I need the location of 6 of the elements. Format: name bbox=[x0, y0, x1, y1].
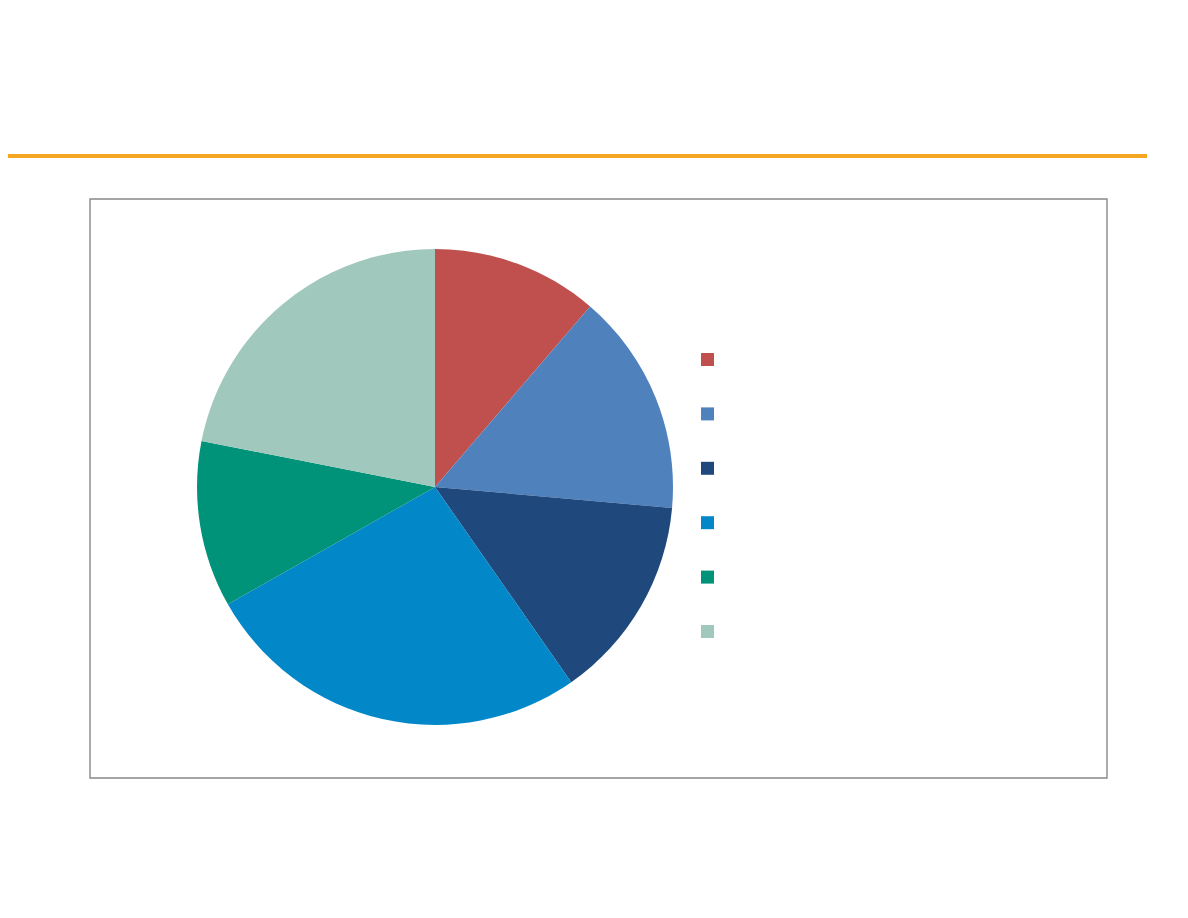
pie-slice bbox=[201, 249, 435, 487]
pie-slice bbox=[435, 487, 673, 683]
pie-slice bbox=[435, 249, 591, 487]
pie-slice bbox=[435, 306, 673, 508]
pie-slice bbox=[227, 487, 572, 725]
pie-slice bbox=[197, 440, 435, 605]
